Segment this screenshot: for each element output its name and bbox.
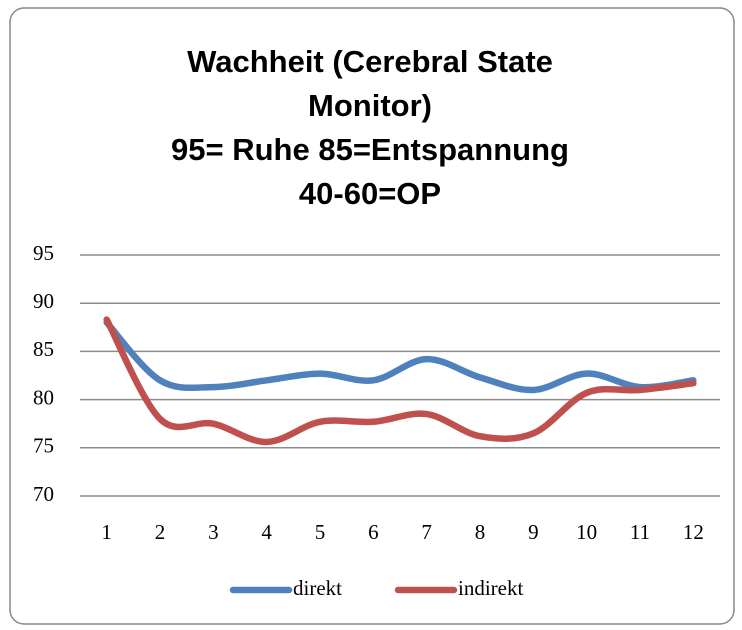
y-tick-label: 85 — [33, 337, 54, 361]
x-tick-label: 3 — [208, 520, 219, 544]
line-series — [103, 319, 697, 394]
x-tick-label: 6 — [368, 520, 379, 544]
x-tick-label: 1 — [101, 520, 112, 544]
line-series — [103, 316, 697, 446]
y-tick-label: 95 — [33, 241, 54, 265]
x-tick-label: 8 — [475, 520, 486, 544]
chart-border — [9, 7, 735, 625]
x-tick-label: 10 — [576, 520, 597, 544]
x-tick-label: 11 — [630, 520, 650, 544]
y-tick-label: 70 — [33, 482, 54, 506]
legend-label: direkt — [293, 576, 342, 600]
x-tick-label: 9 — [528, 520, 539, 544]
x-tick-label: 12 — [683, 520, 704, 544]
x-tick-label: 2 — [155, 520, 166, 544]
y-tick-label: 80 — [33, 385, 54, 409]
y-tick-label: 75 — [33, 434, 54, 458]
x-tick-label: 7 — [421, 520, 432, 544]
x-tick-label: 4 — [261, 520, 272, 544]
y-tick-label: 90 — [33, 289, 54, 313]
x-tick-label: 5 — [315, 520, 326, 544]
legend-label: indirekt — [458, 576, 523, 600]
chart-title: Wachheit (Cerebral State Monitor) 95= Ru… — [171, 44, 569, 211]
